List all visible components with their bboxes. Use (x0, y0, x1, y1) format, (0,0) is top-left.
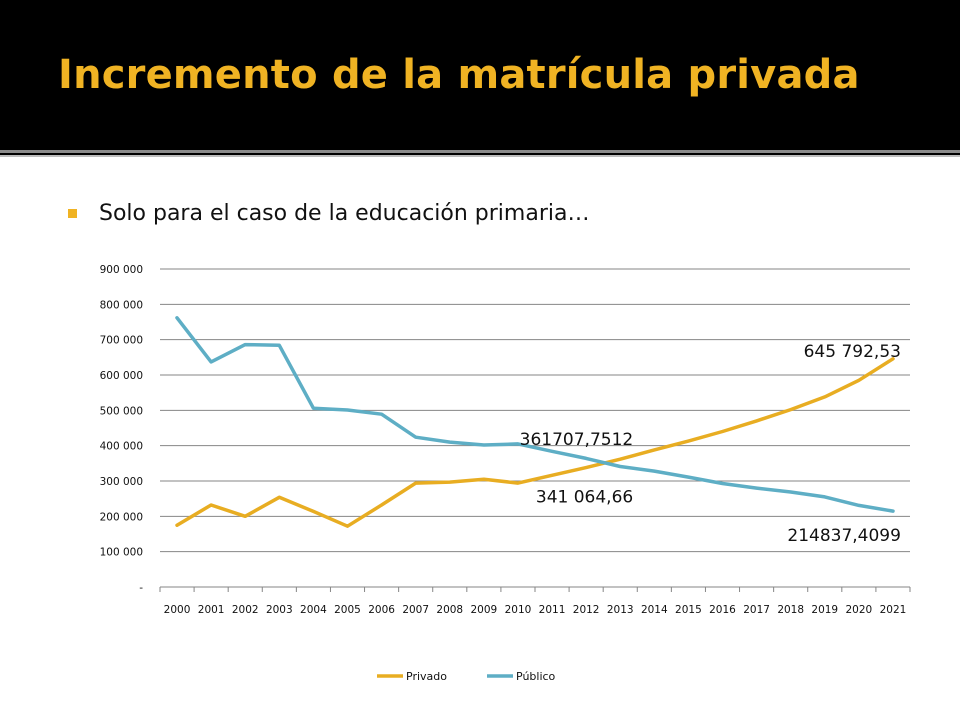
title-divider (0, 150, 960, 153)
data-point (449, 481, 451, 483)
x-tick-label: 2006 (368, 604, 395, 616)
data-point (858, 504, 860, 506)
data-point (312, 407, 314, 409)
x-tick-label: 2015 (675, 604, 702, 616)
data-point (244, 344, 246, 346)
y-tick-label: 800 000 (100, 299, 143, 311)
data-point (483, 444, 485, 446)
data-point (824, 496, 826, 498)
square-bullet-icon (68, 209, 77, 218)
data-point (653, 449, 655, 451)
title-band: Incremento de la matrícula privada (0, 0, 960, 150)
y-tick-label: 500 000 (100, 405, 143, 417)
data-point (278, 496, 280, 498)
data-label-publico-2013: 341 064,66 (536, 487, 633, 507)
x-tick-label: 2012 (573, 604, 600, 616)
x-tick-label: 2014 (641, 604, 668, 616)
legend-label: Público (516, 670, 556, 683)
x-tick-label: 2000 (164, 604, 191, 616)
data-point (381, 504, 383, 506)
data-point (517, 443, 519, 445)
slide-body (0, 157, 960, 720)
data-point (551, 474, 553, 476)
data-point (619, 458, 621, 460)
data-point (722, 482, 723, 484)
data-point (790, 491, 792, 493)
data-point (858, 379, 860, 381)
x-tick-label: 2008 (436, 604, 463, 616)
data-point (176, 524, 178, 526)
data-point (210, 504, 212, 506)
x-tick-label: 2009 (470, 604, 497, 616)
x-tick-label: 2021 (880, 604, 907, 616)
y-tick-label: 300 000 (100, 476, 143, 488)
data-point (415, 436, 417, 438)
x-tick-label: 2001 (198, 604, 225, 616)
y-tick-label: 200 000 (100, 511, 143, 523)
data-point (619, 465, 621, 467)
data-point (892, 510, 894, 512)
data-point (551, 450, 553, 452)
series-line-privado (175, 357, 895, 528)
data-point (176, 317, 178, 319)
data-label-privado-2013: 361707,7512 (520, 430, 634, 450)
data-point (722, 431, 723, 433)
x-tick-label: 2007 (402, 604, 429, 616)
y-tick-label: 100 000 (100, 547, 143, 559)
y-tick-label: - (139, 582, 143, 594)
x-tick-label: 2018 (777, 604, 804, 616)
x-tick-label: 2020 (845, 604, 872, 616)
data-point (653, 470, 655, 472)
y-tick-label: 700 000 (100, 335, 143, 347)
data-point (347, 525, 348, 527)
x-tick-label: 2013 (607, 604, 634, 616)
data-point (687, 476, 689, 478)
data-label-publico-2021: 214837,4099 (787, 526, 901, 546)
data-point (347, 409, 348, 411)
y-tick-label: 400 000 (100, 441, 143, 453)
data-point (381, 413, 383, 415)
data-point (415, 482, 417, 484)
data-point (449, 441, 451, 443)
data-point (756, 487, 758, 489)
data-point (312, 510, 314, 512)
data-point (687, 440, 689, 442)
data-point (278, 344, 280, 346)
data-point (210, 361, 212, 363)
data-point (585, 467, 587, 469)
data-point (585, 457, 587, 459)
legend-label: Privado (406, 670, 447, 683)
x-tick-label: 2010 (505, 604, 532, 616)
x-tick-label: 2016 (709, 604, 736, 616)
data-point (483, 478, 485, 480)
x-tick-label: 2002 (232, 604, 259, 616)
data-label-privado-2021: 645 792,53 (804, 342, 901, 362)
data-point (244, 515, 246, 517)
y-tick-label: 600 000 (100, 370, 143, 382)
x-tick-label: 2003 (266, 604, 293, 616)
x-tick-label: 2011 (539, 604, 566, 616)
x-tick-label: 2005 (334, 604, 361, 616)
data-point (517, 482, 519, 484)
y-tick-label: 900 000 (100, 264, 143, 276)
slide-title: Incremento de la matrícula privada (58, 52, 860, 98)
data-point (892, 358, 894, 360)
x-tick-label: 2004 (300, 604, 327, 616)
x-tick-label: 2019 (811, 604, 838, 616)
x-tick-label: 2017 (743, 604, 770, 616)
bullet-text: Solo para el caso de la educación primar… (99, 201, 590, 226)
title-divider-light (0, 155, 960, 157)
data-point (756, 420, 758, 422)
bullet-item: Solo para el caso de la educación primar… (68, 201, 589, 226)
series-line-publico (175, 316, 895, 513)
data-point (790, 409, 792, 411)
data-point (824, 396, 826, 398)
